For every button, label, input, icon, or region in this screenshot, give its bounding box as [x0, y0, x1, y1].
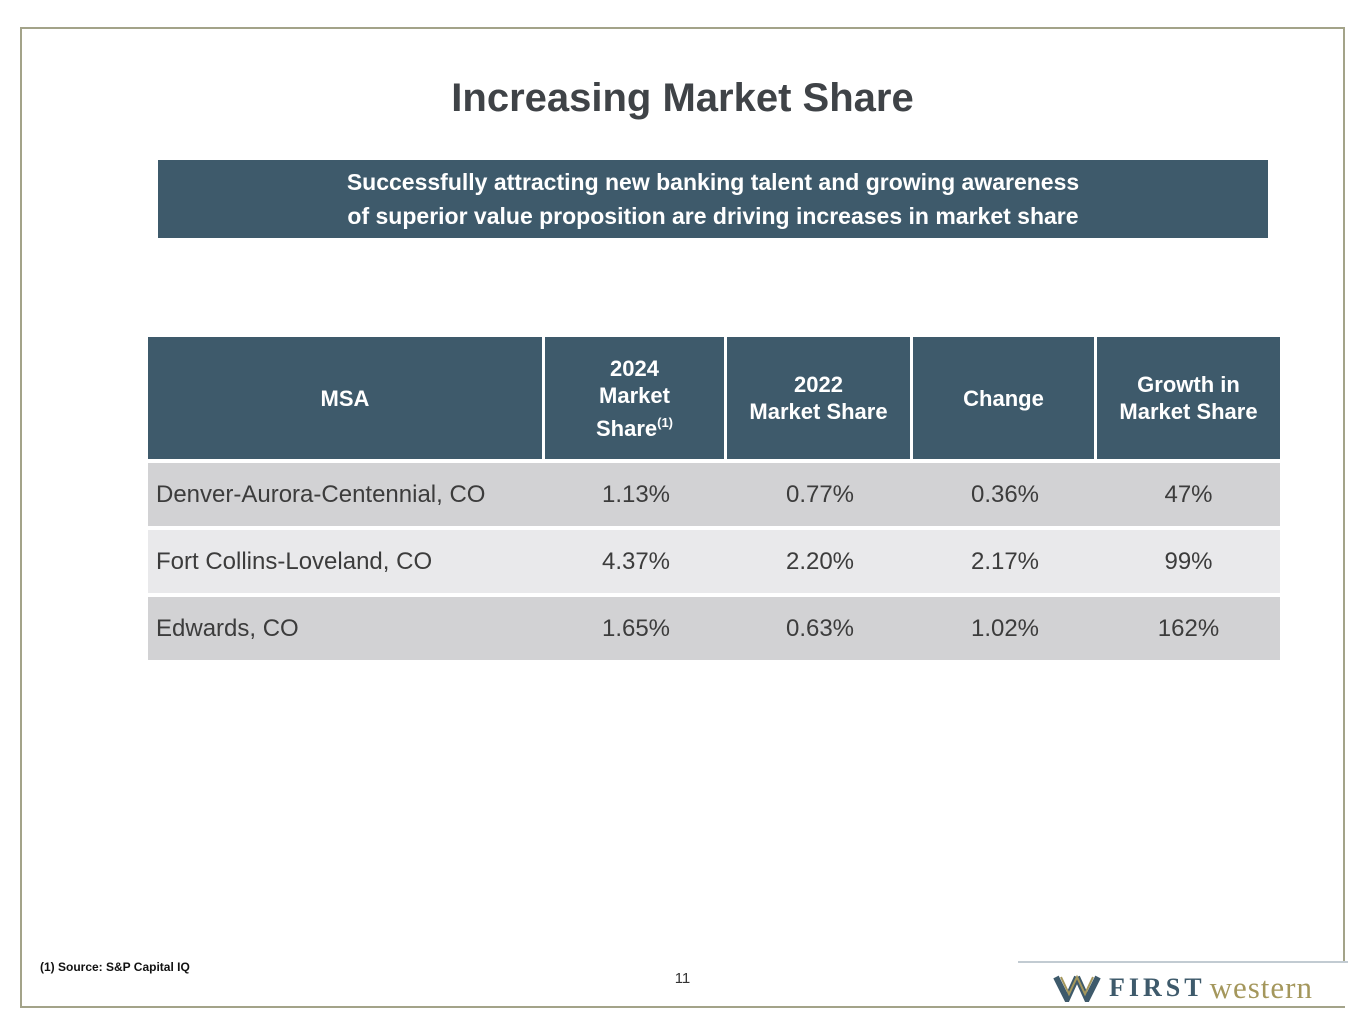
header-2022-market-share: 2022 Market Share: [727, 337, 913, 459]
table-row-denver: Denver-Aurora-Centennial, CO 1.13% 0.77%…: [148, 463, 1280, 526]
table-header-row: MSA 2024 Market Share(1) 2022 Market Sha…: [148, 337, 1280, 459]
header-growth-label: Growth in Market Share: [1119, 372, 1258, 424]
subtitle-banner: Successfully attracting new banking tale…: [158, 160, 1268, 238]
page-number: 11: [674, 970, 691, 987]
header-msa: MSA: [148, 337, 545, 459]
cell-2022-share: 2.20%: [785, 547, 855, 575]
header-msa-label: MSA: [320, 385, 370, 411]
header-2022-label: 2022 Market Share: [749, 372, 888, 424]
footnote-marker: (1): [657, 414, 674, 430]
logo-text-western: western: [1209, 970, 1313, 1005]
cell-2022-share: 0.63%: [785, 614, 855, 642]
source-footnote: (1) Source: S&P Capital IQ: [40, 960, 190, 974]
cell-change: 2.17%: [970, 547, 1040, 575]
cell-change: 0.36%: [970, 480, 1040, 508]
header-change: Change: [913, 337, 1097, 459]
first-western-logo: FIRST western: [1018, 961, 1348, 1006]
table-row-edwards: Edwards, CO 1.65% 0.63% 1.02% 162%: [148, 597, 1280, 660]
cell-msa: Edwards, CO: [156, 614, 299, 642]
cell-growth: 99%: [1164, 547, 1213, 575]
cell-change: 1.02%: [970, 614, 1040, 642]
logo-text-first: FIRST: [1109, 973, 1206, 1002]
cell-msa: Denver-Aurora-Centennial, CO: [156, 480, 486, 508]
cell-msa: Fort Collins-Loveland, CO: [156, 547, 433, 575]
logo-divider-line: [1018, 961, 1348, 963]
header-change-label: Change: [963, 385, 1044, 411]
header-2024-market-share: 2024 Market Share(1): [545, 337, 727, 459]
cell-2024-share: 1.65%: [601, 614, 671, 642]
cell-growth: 47%: [1164, 480, 1213, 508]
market-share-table: MSA 2024 Market Share(1) 2022 Market Sha…: [148, 337, 1280, 660]
cell-growth: 162%: [1157, 614, 1220, 642]
header-growth: Growth in Market Share: [1097, 337, 1280, 459]
first-western-w-icon: [1053, 974, 1101, 1002]
cell-2022-share: 0.77%: [785, 480, 855, 508]
logo-row: FIRST western: [1018, 963, 1348, 1006]
header-2024-label: 2024 Market Share(1): [595, 355, 674, 441]
table-row-fort-collins: Fort Collins-Loveland, CO 4.37% 2.20% 2.…: [148, 530, 1280, 593]
cell-2024-share: 1.13%: [601, 480, 671, 508]
slide-title: Increasing Market Share: [451, 76, 914, 120]
cell-2024-share: 4.37%: [601, 547, 671, 575]
